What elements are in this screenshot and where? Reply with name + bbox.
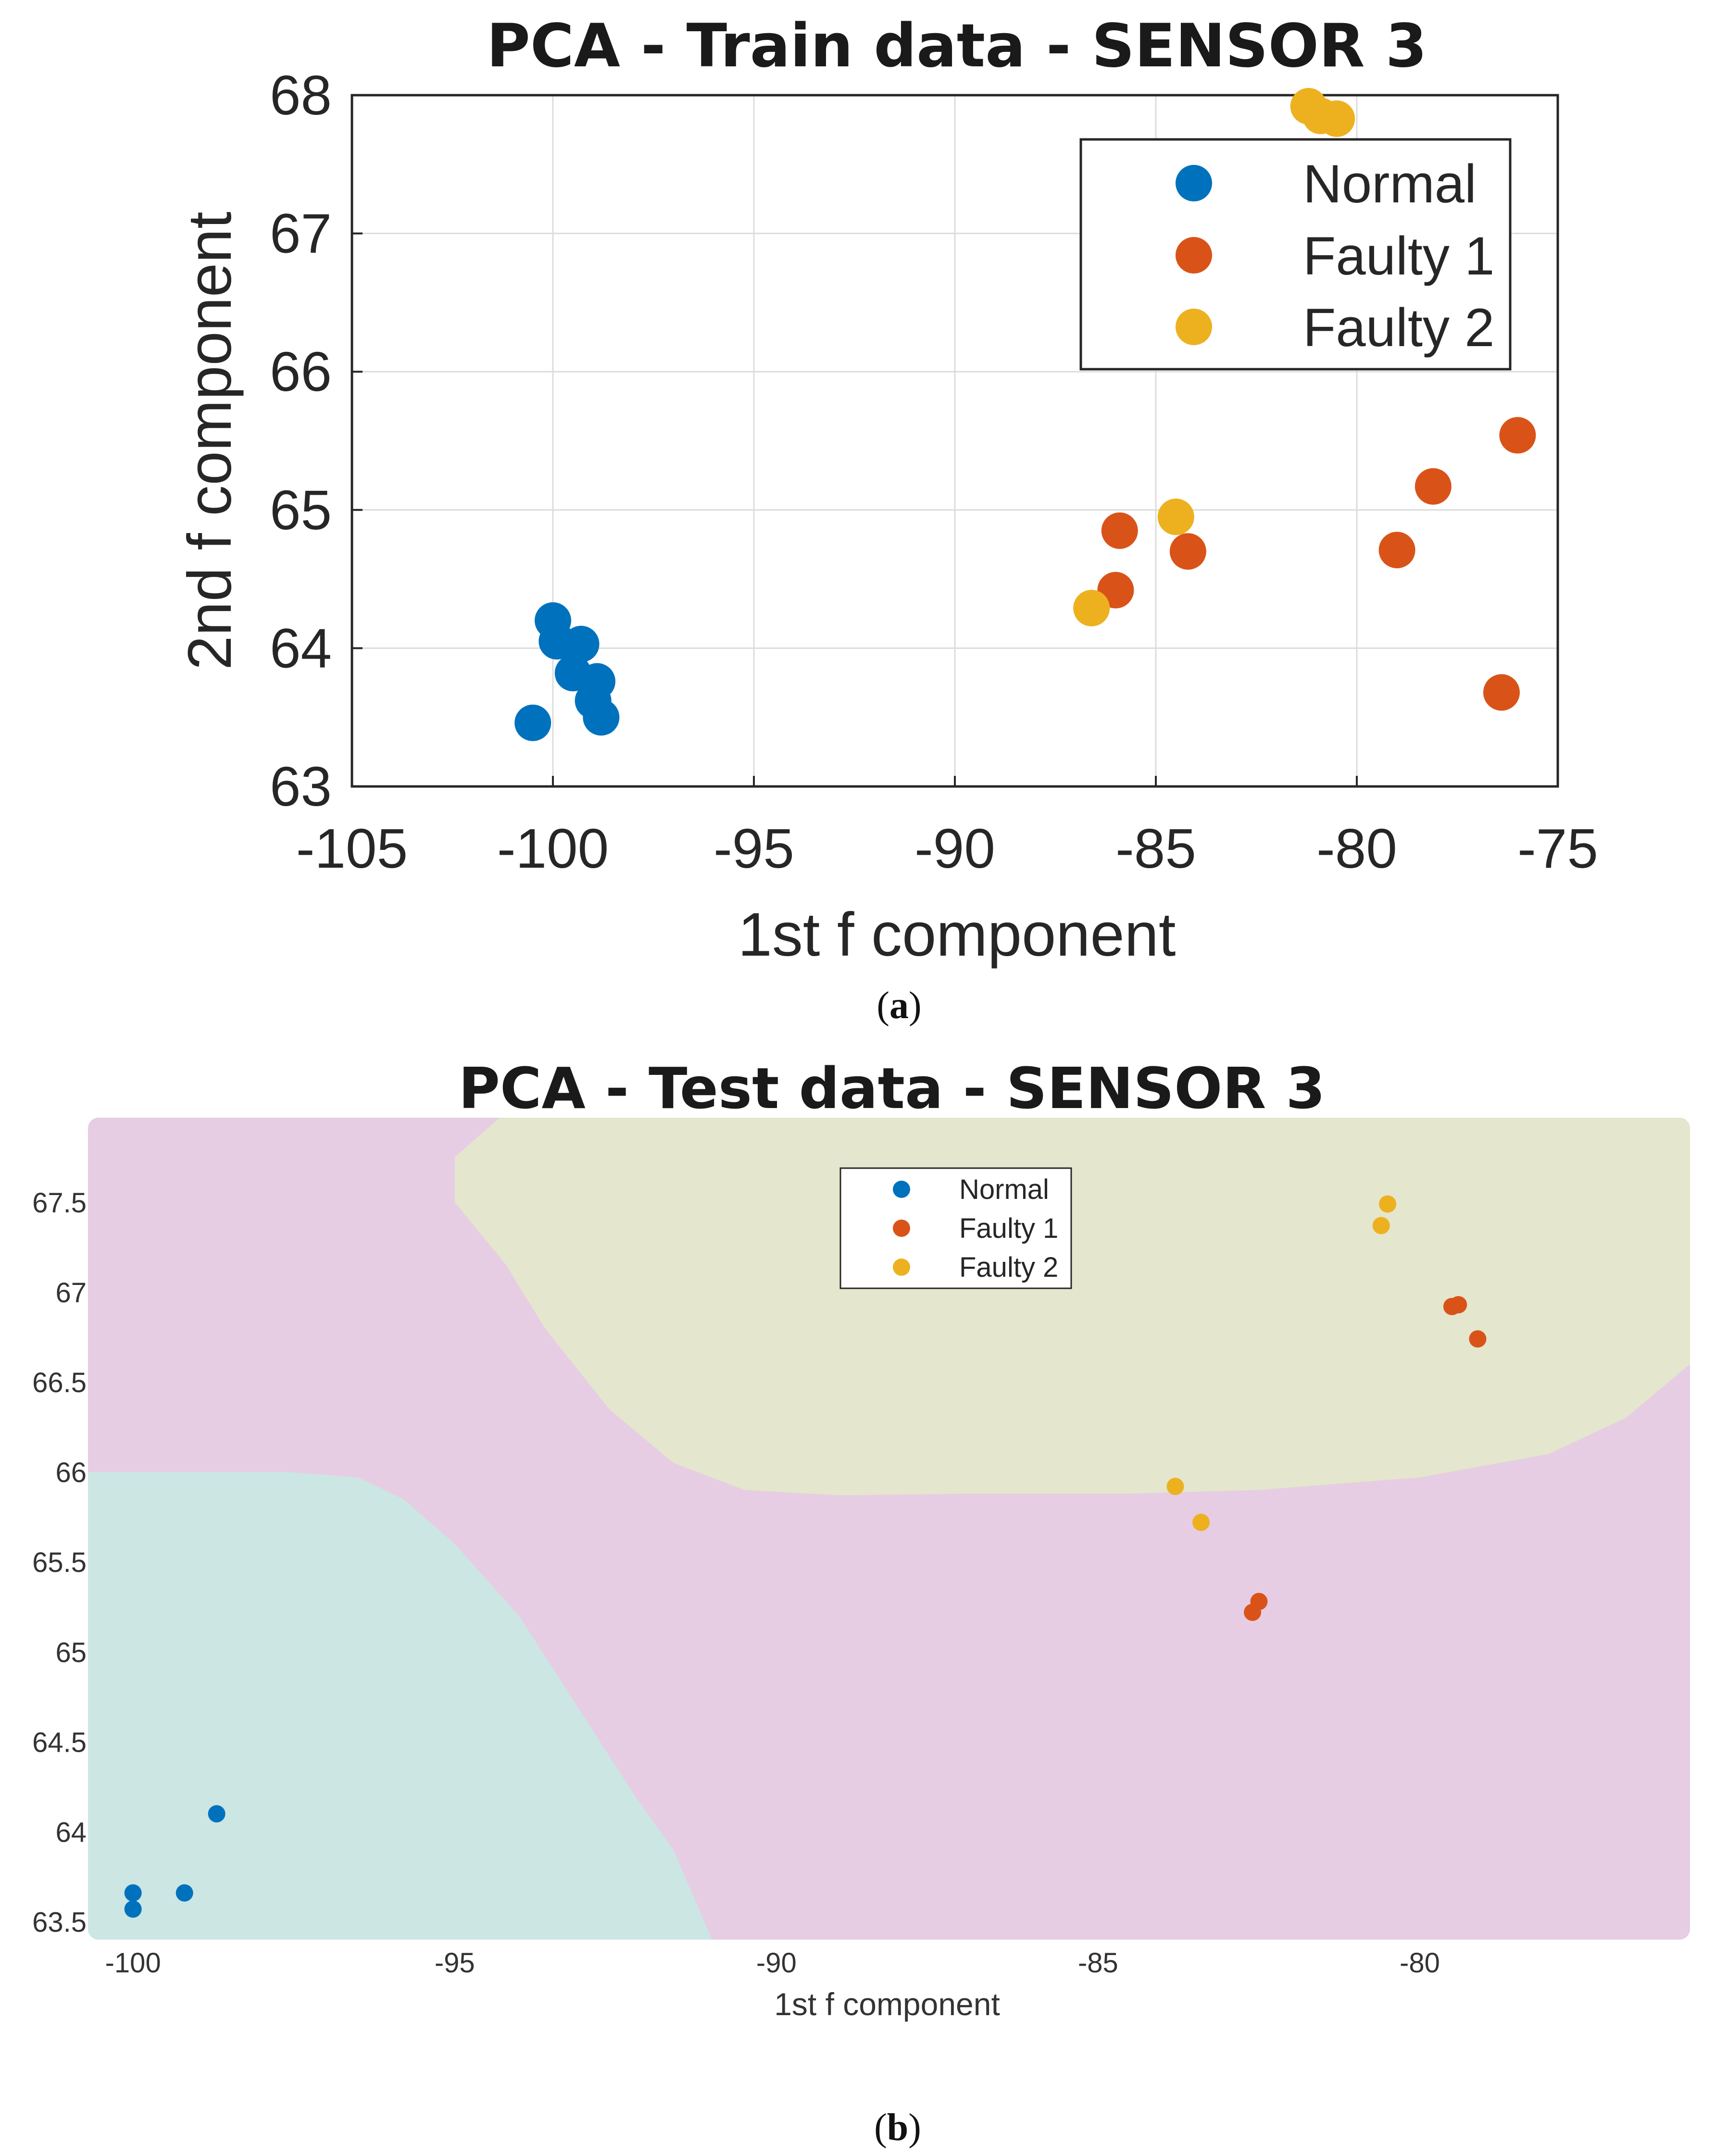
point-normal bbox=[124, 1884, 142, 1902]
chart-test-data: PCA - Test data - SENSOR 3 -100 -95 -90 -85… bbox=[32, 1055, 1690, 2149]
legend-marker-normal bbox=[893, 1181, 910, 1198]
x-tick-label: -75 bbox=[1517, 817, 1598, 880]
point-normal bbox=[208, 1805, 225, 1823]
y-tick-label: 63 bbox=[270, 755, 332, 818]
point-faulty-2 bbox=[1192, 1513, 1210, 1531]
y-tick-label: 67 bbox=[55, 1277, 87, 1309]
y-tick-label: 66 bbox=[270, 340, 332, 403]
x-axis-ticks: -100 -95 -90 -85 -80 bbox=[105, 1947, 1440, 1979]
point-normal bbox=[514, 704, 551, 741]
y-axis-ticks: 63.5 64 64.5 65 65.5 66 66.5 67 67.5 bbox=[32, 1187, 87, 1938]
x-tick-label: -95 bbox=[435, 1947, 475, 1979]
point-normal bbox=[583, 699, 620, 736]
y-tick-label: 65.5 bbox=[32, 1547, 87, 1578]
point-normal bbox=[124, 1900, 142, 1918]
x-tick-label: -100 bbox=[497, 817, 609, 880]
chart-title: PCA - Train data - SENSOR 3 bbox=[487, 12, 1427, 81]
y-axis-label: 2nd f component bbox=[175, 212, 244, 670]
point-faulty-1 bbox=[1378, 532, 1415, 569]
x-tick-label: -85 bbox=[1078, 1947, 1118, 1979]
point-faulty-1 bbox=[1244, 1603, 1262, 1621]
y-tick-label: 64.5 bbox=[32, 1727, 87, 1758]
y-tick-label: 66 bbox=[55, 1457, 87, 1488]
x-tick-label: -80 bbox=[1400, 1947, 1440, 1979]
point-faulty-1 bbox=[1101, 512, 1138, 549]
chart-train-data: PCA - Train data - SENSOR 3 -105 -100 -95-… bbox=[175, 12, 1598, 1027]
point-faulty-2 bbox=[1166, 1478, 1184, 1495]
legend-marker-faulty-1 bbox=[1176, 237, 1212, 274]
legend: Normal Faulty 1 Faulty 2 bbox=[839, 1167, 1072, 1289]
y-tick-label: 63.5 bbox=[32, 1907, 87, 1938]
x-tick-label: -95 bbox=[714, 817, 794, 880]
x-tick-label: -80 bbox=[1316, 817, 1397, 880]
point-faulty-2 bbox=[1372, 1217, 1390, 1234]
x-axis-ticks: -105 -100 -95 -90 -85 -80 -75 bbox=[296, 776, 1598, 880]
data-points bbox=[124, 1195, 1487, 1918]
y-tick-label: 64 bbox=[55, 1817, 87, 1848]
point-faulty-2 bbox=[1379, 1195, 1397, 1213]
region-normal bbox=[88, 1472, 713, 1940]
legend-label-normal: Normal bbox=[959, 1174, 1049, 1205]
point-faulty-1 bbox=[1169, 533, 1206, 570]
point-normal bbox=[563, 625, 600, 662]
legend-marker-faulty-1 bbox=[893, 1220, 910, 1237]
point-faulty-1 bbox=[1443, 1297, 1461, 1315]
legend-marker-faulty-2 bbox=[893, 1259, 910, 1276]
data-points bbox=[514, 88, 1536, 741]
y-tick-label: 67 bbox=[270, 202, 332, 265]
caption-b: (b) bbox=[874, 2106, 921, 2149]
x-tick-label: -100 bbox=[105, 1947, 161, 1979]
x-tick-label: -90 bbox=[914, 817, 995, 880]
point-normal bbox=[175, 1884, 193, 1902]
point-faulty-1 bbox=[1483, 674, 1520, 711]
y-tick-label: 65 bbox=[270, 479, 332, 541]
y-tick-label: 68 bbox=[270, 64, 332, 126]
legend-label-faulty-2: Faulty 2 bbox=[1303, 298, 1494, 358]
legend-label-faulty-1: Faulty 1 bbox=[1303, 226, 1494, 286]
legend-box bbox=[839, 1167, 1072, 1289]
y-tick-label: 67.5 bbox=[32, 1187, 87, 1219]
legend-label-normal: Normal bbox=[1303, 154, 1477, 214]
y-axis-ticks: 63 64 65 66 67 68 bbox=[270, 64, 363, 818]
legend-box bbox=[1079, 138, 1512, 371]
x-tick-label: -85 bbox=[1115, 817, 1196, 880]
chart-title: PCA - Test data - SENSOR 3 bbox=[458, 1055, 1325, 1122]
legend-marker-faulty-2 bbox=[1176, 309, 1212, 345]
x-axis-label: 1st f component bbox=[774, 1986, 1000, 2022]
point-faulty-1 bbox=[1499, 417, 1536, 454]
point-faulty-2 bbox=[1157, 498, 1194, 536]
y-tick-label: 66.5 bbox=[32, 1367, 87, 1398]
x-axis-label: 1st f component bbox=[738, 900, 1176, 969]
legend: Normal Faulty 1 Faulty 2 bbox=[1079, 138, 1512, 371]
point-faulty-1 bbox=[1415, 468, 1452, 505]
legend-marker-normal bbox=[1176, 165, 1212, 201]
legend-label-faulty-2: Faulty 2 bbox=[959, 1252, 1058, 1283]
region-faulty-2 bbox=[454, 1118, 1690, 1495]
x-tick-label: -105 bbox=[296, 817, 408, 880]
legend-label-faulty-1: Faulty 1 bbox=[959, 1213, 1058, 1244]
point-faulty-1 bbox=[1469, 1330, 1487, 1348]
point-faulty-2 bbox=[1318, 100, 1355, 137]
caption-a: (a) bbox=[876, 985, 921, 1027]
point-faulty-2 bbox=[1073, 589, 1110, 626]
y-tick-label: 64 bbox=[270, 617, 332, 679]
x-tick-label: -90 bbox=[756, 1947, 797, 1979]
y-tick-label: 65 bbox=[55, 1637, 87, 1668]
